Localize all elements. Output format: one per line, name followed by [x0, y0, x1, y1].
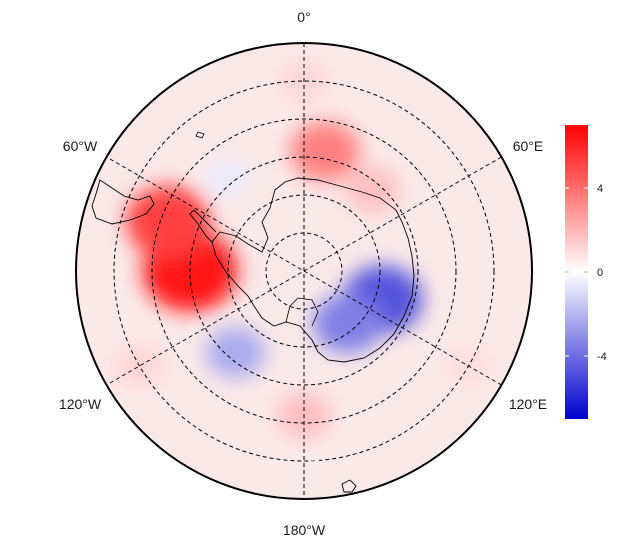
colorbar-tick-0: 0 [597, 267, 603, 279]
label-120e: 120°E [509, 396, 547, 412]
anomaly-blob [203, 158, 249, 197]
anomaly-blob [313, 293, 383, 354]
colorbar-gradient [565, 125, 588, 419]
latitude-circle [113, 80, 495, 462]
anomaly-blob [125, 185, 211, 258]
anomaly-blob [290, 121, 361, 181]
anomaly-blob [344, 166, 400, 213]
latitude-label-60: 60° [308, 456, 323, 467]
label-120w: 120°W [59, 396, 102, 412]
meridian-line [106, 156, 502, 386]
anomaly-blob [205, 327, 266, 378]
antarctic-peninsula [189, 209, 217, 243]
label-180w: 180°W [283, 522, 326, 538]
island-outline [195, 131, 205, 139]
colorbar: 4 0 -4 [565, 125, 607, 419]
map-boundary [75, 42, 533, 500]
label-0: 0° [297, 9, 310, 25]
south-america-coastline [91, 179, 155, 225]
new-zealand-coastline [341, 479, 357, 493]
ross-ice-shelf [285, 297, 319, 327]
colorbar-tick-neg4: -4 [597, 351, 607, 363]
latitude-circle [189, 156, 419, 386]
label-60w: 60°W [63, 138, 98, 154]
antarctica-coastline [211, 177, 415, 363]
graticule [106, 43, 502, 499]
colorbar-tick-4: 4 [597, 183, 603, 195]
label-60e: 60°E [513, 138, 544, 154]
